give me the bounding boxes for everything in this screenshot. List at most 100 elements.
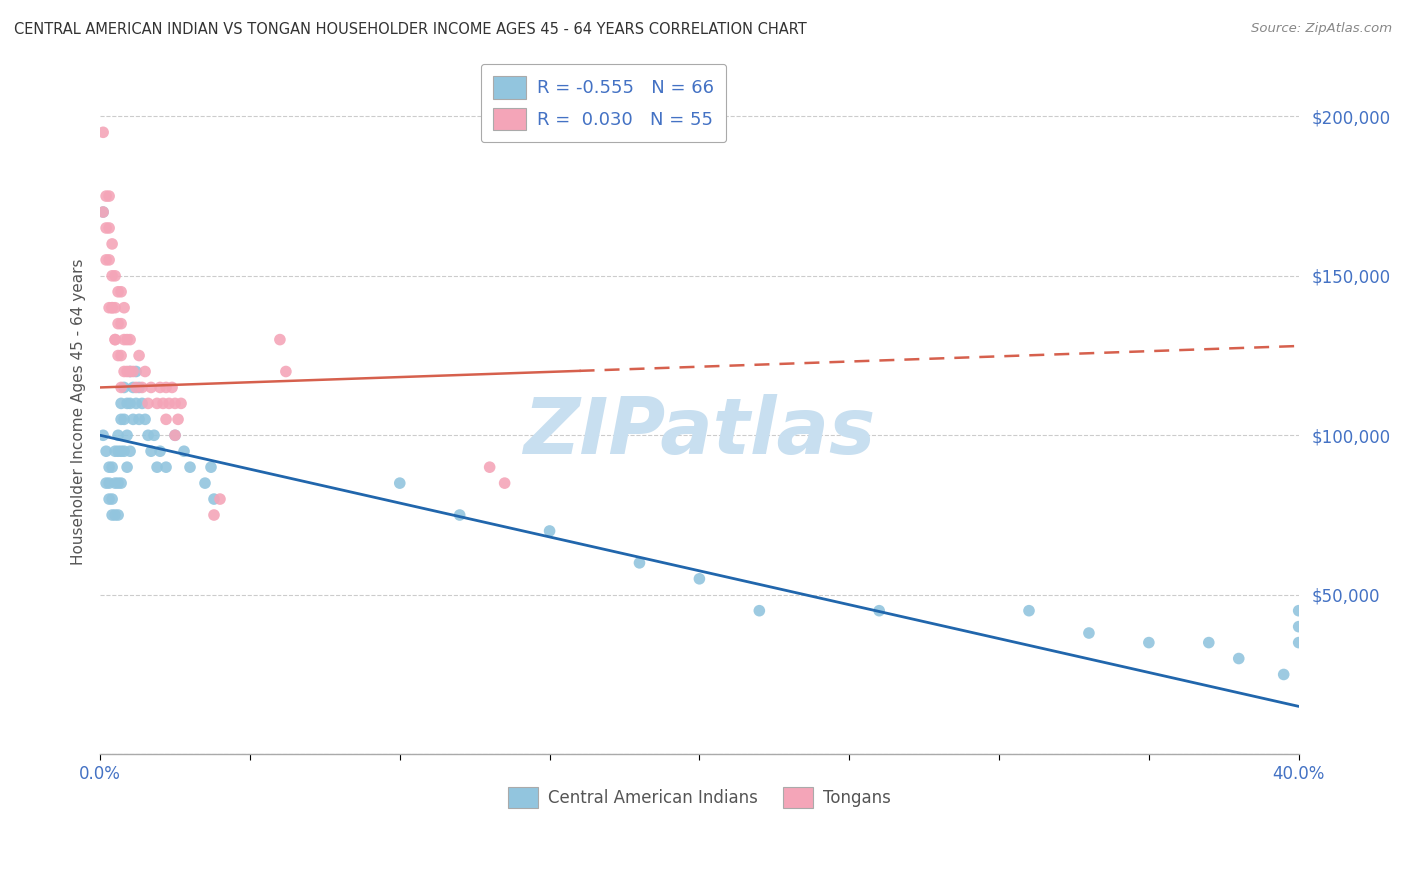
Point	[143, 428, 166, 442]
Point	[155, 412, 177, 426]
Point	[173, 444, 195, 458]
Point	[628, 556, 651, 570]
Point	[128, 412, 150, 426]
Point	[163, 428, 186, 442]
Point	[112, 301, 135, 315]
Point	[1288, 620, 1310, 634]
Point	[128, 349, 150, 363]
Point	[115, 460, 138, 475]
Point	[94, 221, 117, 235]
Point	[449, 508, 471, 522]
Point	[98, 189, 121, 203]
Point	[538, 524, 561, 538]
Point	[104, 333, 127, 347]
Point	[101, 301, 124, 315]
Point	[115, 428, 138, 442]
Legend: Central American Indians, Tongans: Central American Indians, Tongans	[502, 780, 897, 814]
Point	[104, 476, 127, 491]
Point	[110, 285, 132, 299]
Point	[107, 317, 129, 331]
Point	[101, 236, 124, 251]
Point	[160, 380, 183, 394]
Point	[104, 301, 127, 315]
Point	[91, 205, 114, 219]
Point	[101, 301, 124, 315]
Point	[110, 444, 132, 458]
Point	[128, 380, 150, 394]
Point	[120, 333, 142, 347]
Point	[91, 428, 114, 442]
Point	[107, 428, 129, 442]
Point	[149, 444, 172, 458]
Point	[134, 412, 156, 426]
Point	[120, 444, 142, 458]
Point	[1288, 635, 1310, 649]
Point	[112, 333, 135, 347]
Point	[134, 364, 156, 378]
Point	[112, 412, 135, 426]
Point	[110, 380, 132, 394]
Point	[104, 333, 127, 347]
Point	[98, 252, 121, 267]
Point	[104, 268, 127, 283]
Point	[112, 444, 135, 458]
Point	[208, 491, 231, 506]
Point	[94, 189, 117, 203]
Point	[748, 604, 770, 618]
Point	[1272, 667, 1295, 681]
Point	[101, 460, 124, 475]
Point	[125, 396, 148, 410]
Point	[101, 491, 124, 506]
Point	[478, 460, 501, 475]
Point	[202, 491, 225, 506]
Point	[157, 396, 180, 410]
Point	[104, 444, 127, 458]
Point	[163, 396, 186, 410]
Point	[388, 476, 411, 491]
Point	[155, 460, 177, 475]
Point	[110, 349, 132, 363]
Point	[170, 396, 193, 410]
Point	[163, 428, 186, 442]
Point	[112, 380, 135, 394]
Point	[152, 396, 174, 410]
Point	[146, 396, 169, 410]
Point	[1137, 635, 1160, 649]
Point	[269, 333, 291, 347]
Point	[120, 364, 142, 378]
Point	[120, 396, 142, 410]
Point	[274, 364, 297, 378]
Point	[1018, 604, 1040, 618]
Point	[120, 364, 142, 378]
Point	[125, 380, 148, 394]
Point	[107, 349, 129, 363]
Point	[98, 460, 121, 475]
Point	[91, 125, 114, 139]
Point	[115, 333, 138, 347]
Point	[104, 508, 127, 522]
Point	[146, 460, 169, 475]
Point	[131, 396, 153, 410]
Point	[115, 396, 138, 410]
Point	[167, 412, 190, 426]
Point	[110, 476, 132, 491]
Point	[155, 380, 177, 394]
Point	[1198, 635, 1220, 649]
Point	[94, 476, 117, 491]
Point	[115, 364, 138, 378]
Point	[202, 508, 225, 522]
Point	[1077, 626, 1099, 640]
Point	[868, 604, 890, 618]
Point	[98, 301, 121, 315]
Point	[107, 476, 129, 491]
Point	[131, 380, 153, 394]
Point	[194, 476, 217, 491]
Point	[139, 380, 162, 394]
Point	[101, 268, 124, 283]
Point	[101, 508, 124, 522]
Point	[139, 444, 162, 458]
Point	[149, 380, 172, 394]
Y-axis label: Householder Income Ages 45 - 64 years: Householder Income Ages 45 - 64 years	[72, 258, 86, 565]
Point	[122, 364, 145, 378]
Point	[136, 396, 159, 410]
